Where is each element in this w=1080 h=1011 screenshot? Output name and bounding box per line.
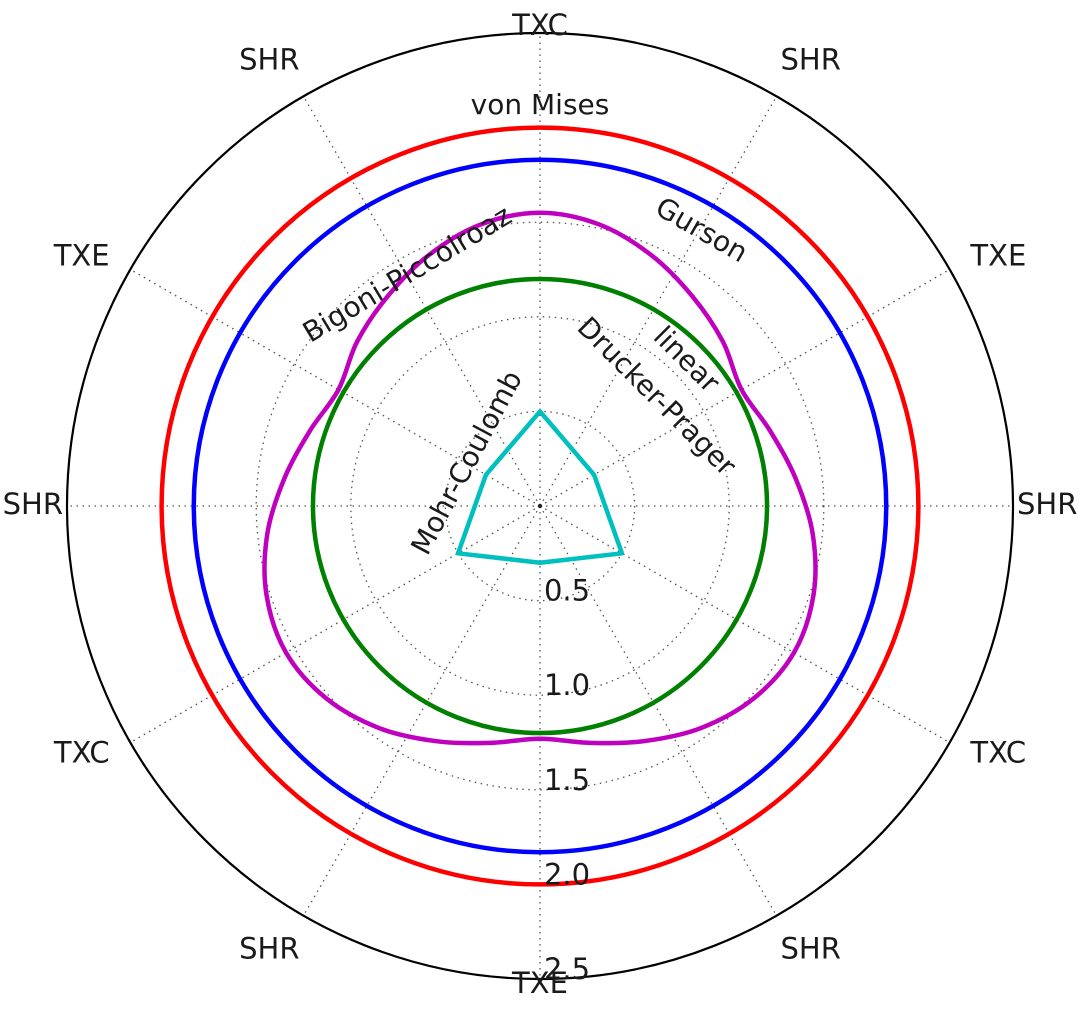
grid-circle bbox=[350, 316, 730, 696]
angle-labels: TXC SHR TXE SHR TXC SHR TXE SHR TXC SHR TXE SHR bbox=[3, 8, 1078, 1000]
angle-label-txe: TXE bbox=[53, 239, 110, 273]
radial-tick-label: 2.0 bbox=[544, 857, 590, 891]
angle-label-txe: TXE bbox=[511, 966, 568, 1000]
center-point bbox=[537, 503, 543, 509]
angle-label-txc: TXC bbox=[53, 736, 110, 770]
grid-spoke bbox=[302, 505, 541, 916]
curve-label-von-mises: von Mises bbox=[471, 88, 610, 121]
angle-label-txc: TXC bbox=[969, 736, 1026, 770]
grid-spoke bbox=[539, 268, 950, 507]
angle-label-shr: SHR bbox=[3, 487, 63, 521]
grid-spoke bbox=[130, 268, 541, 507]
series-linear-drucker-prager bbox=[310, 276, 770, 736]
radial-tick-labels: 0.5 1.0 1.5 2.0 2.5 bbox=[544, 574, 590, 986]
angle-label-shr: SHR bbox=[781, 931, 841, 965]
polar-grid bbox=[65, 31, 1015, 981]
grid-spoke bbox=[130, 505, 541, 744]
grid-spoke bbox=[539, 96, 778, 507]
grid-circle bbox=[255, 221, 825, 791]
polar-frame bbox=[65, 31, 1015, 981]
series-mohr-coulomb bbox=[455, 409, 625, 566]
grid-spoke bbox=[302, 96, 541, 507]
radial-tick-label: 1.5 bbox=[544, 763, 590, 797]
grid-spoke bbox=[539, 505, 778, 916]
angle-label-shr: SHR bbox=[781, 43, 841, 77]
radial-tick-label: 2.5 bbox=[544, 952, 590, 986]
angle-label-shr: SHR bbox=[1017, 487, 1077, 521]
series-group bbox=[159, 125, 921, 887]
angle-label-shr: SHR bbox=[239, 43, 299, 77]
radial-tick-label: 0.5 bbox=[544, 574, 590, 608]
grid-spoke bbox=[539, 505, 950, 744]
series-gurson bbox=[191, 157, 889, 855]
angle-label-shr: SHR bbox=[239, 931, 299, 965]
series-bigoni-piccolroaz bbox=[262, 210, 818, 746]
angle-label-txe: TXE bbox=[969, 239, 1026, 273]
series-von-mises bbox=[159, 125, 921, 887]
curve-label-bigoni-piccolroaz: Bigoni-Piccolroaz bbox=[297, 199, 517, 349]
angle-label-txc: TXC bbox=[511, 8, 568, 42]
radial-tick-label: 1.0 bbox=[544, 668, 590, 702]
